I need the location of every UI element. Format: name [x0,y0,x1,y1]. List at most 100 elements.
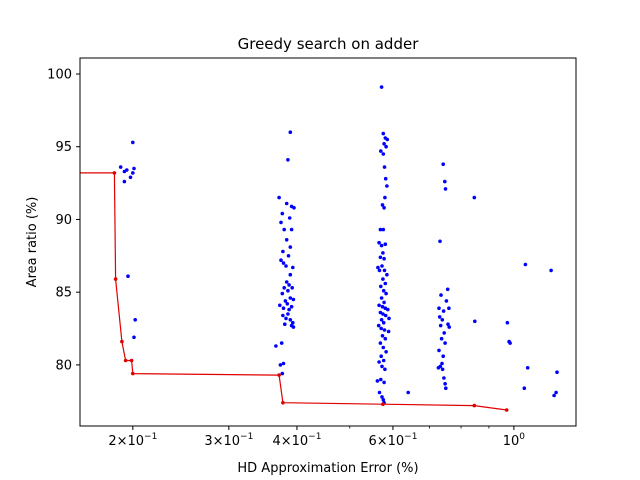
scatter-point [289,304,294,309]
scatter-point [286,312,290,316]
scatter-point [286,158,290,162]
scatter-point [291,325,296,329]
scatter-point [380,264,384,268]
x-axis: 2×10−1 3×10−1 4×10−1 6×10−1 100 [108,426,525,449]
pareto-point [281,400,285,405]
scatter-point [522,386,527,391]
scatter-point [443,382,447,386]
scatter-point [386,329,391,334]
scatter-point [379,296,384,300]
scatter-point [555,370,559,375]
scatter-point [291,297,296,302]
scatter-point [284,280,289,284]
scatter-point [440,367,445,372]
scatter-point [381,131,386,136]
scatter-point [438,323,443,328]
scatter-point [472,195,477,200]
scatter-point [549,268,553,273]
scatter-point [280,211,285,216]
scatter-point [445,287,450,292]
scatter-point [288,296,293,300]
scatter-point [385,137,390,142]
scatter-point [282,227,287,232]
y-tick-label: 90 [55,213,72,228]
scatter-point [281,249,285,254]
scatter-point [380,304,385,309]
scatter-point [444,386,448,391]
scatter-point [383,367,387,372]
scatter-point [387,316,391,321]
scatter-point [440,318,445,322]
scatter-point [381,277,385,281]
scatter-point [381,227,386,232]
scatter-point [379,354,384,359]
scatter-point [382,328,387,332]
scatter-point [287,307,291,312]
pareto-point [277,373,281,377]
scatter-point [381,152,386,156]
scatter-point [285,302,290,306]
pareto-point [131,371,135,376]
scatter-point [379,85,384,89]
scatter-point [284,264,288,268]
scatter-point [552,393,556,398]
scatter-point [277,195,281,200]
pareto-point [113,277,118,281]
scatter-point [131,140,135,145]
scatter-point [525,366,530,370]
scatter-point [447,325,452,329]
scatter-point [379,326,384,331]
scatter-point [288,130,293,134]
scatter-point [382,380,386,385]
scatter-point [126,274,130,279]
scatter-point [279,341,284,345]
y-axis-label: Area ratio (%) [25,197,40,288]
scatter-point [383,313,388,318]
scatter-point [122,179,127,184]
chart-title: Greedy search on adder [238,35,420,53]
scatter-point [131,171,135,175]
scatter-point [523,262,528,267]
scatter-point [379,318,384,322]
scatter-point [379,243,384,248]
scatter-point [381,312,385,316]
scatter-point [284,238,289,242]
scatter-point [437,315,442,319]
scatter-point [132,166,136,171]
scatter-point [384,291,388,296]
scatter-point [375,379,380,383]
scatter-point [278,363,283,367]
scatter-point [281,361,286,366]
scatter-point [437,348,441,353]
scatter-point [283,299,288,303]
scatter-point [279,258,283,263]
scatter-point [441,309,446,313]
x-tick-label: 100 [503,432,526,449]
scatter-point [473,319,477,324]
scatter-point [377,268,382,273]
scatter-point [386,307,390,312]
scatter-point [283,322,287,327]
scatter-point [438,239,442,244]
scatter-point [274,344,278,348]
x-tick-label: 4×10−1 [272,432,321,449]
scatter-point [379,149,383,153]
scatter-point [379,284,383,289]
scatter-point [382,256,386,261]
scatter-point [381,358,386,363]
scatter-point [378,255,383,260]
scatter-point [380,395,384,399]
scatter-point [380,334,385,338]
scatter-point [376,323,381,328]
pareto-front-line [80,172,507,411]
scatter-point [378,341,383,345]
scatter-point [377,390,382,395]
scatter-point [382,142,386,146]
y-tick-label: 100 [47,68,72,83]
scatter-point [441,354,446,359]
scatter-point [291,265,295,270]
scatter-point [383,281,388,286]
scatter-point [446,322,450,327]
x-tick-label: 6×10−1 [368,432,417,449]
